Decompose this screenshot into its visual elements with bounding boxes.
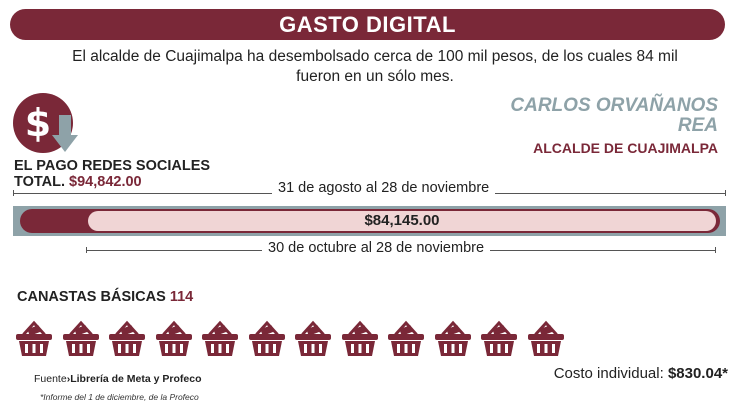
title-banner: GASTO DIGITAL — [10, 9, 725, 40]
source-note: *Informe del 1 de diciembre, de la Profe… — [40, 392, 199, 402]
basket-icon — [293, 318, 333, 358]
canastas-label-text: CANASTAS BÁSICAS — [17, 289, 166, 305]
basket-icon — [200, 318, 240, 358]
spend-bar-value: $84,145.00 — [364, 212, 440, 229]
payment-total: TOTAL. $94,842.00 — [14, 174, 142, 190]
spend-bar: $84,145.00 — [13, 206, 726, 236]
full-period-tick-right — [725, 190, 726, 196]
payment-label: EL PAGO REDES SOCIALES — [14, 158, 211, 174]
basket-icon — [247, 318, 287, 358]
cost-value: $830.04* — [667, 365, 728, 382]
source-line: Fuente›Librería de Meta y Profeco — [34, 373, 202, 385]
basket-row — [14, 318, 574, 358]
basket-icon — [340, 318, 380, 358]
month-period-tick-left — [86, 247, 87, 253]
person-role: ALCALDE DE CUAJIMALPA — [533, 140, 718, 156]
month-period-label: 30 de octubre al 28 de noviembre — [262, 240, 491, 256]
payment-total-label: TOTAL. — [14, 174, 66, 190]
cost-label: Costo individual: — [553, 365, 664, 382]
canastas-label: CANASTAS BÁSICAS 114 — [17, 289, 193, 305]
full-period-label: 31 de agosto al 28 de noviembre — [272, 180, 496, 196]
canastas-count: 114 — [169, 289, 194, 305]
spend-bar-month — [88, 211, 716, 231]
basket-icon — [526, 318, 566, 358]
full-period-tick-left — [13, 190, 14, 196]
intro-text: El alcalde de Cuajimalpa ha desembolsado… — [72, 48, 678, 85]
basket-icon — [61, 318, 101, 358]
down-arrow-icon — [52, 115, 78, 152]
basket-icon — [479, 318, 519, 358]
basket-icon — [154, 318, 194, 358]
payment-total-value: $94,842.00 — [69, 174, 142, 190]
individual-cost: Costo individual: $830.04* — [554, 365, 728, 382]
page-title: GASTO DIGITAL — [279, 12, 456, 37]
basket-icon — [14, 318, 54, 358]
month-period-tick-right — [715, 247, 716, 253]
basket-icon — [107, 318, 147, 358]
source-prefix: Fuente — [34, 373, 67, 385]
basket-icon — [386, 318, 426, 358]
person-name: CARLOS ORVAÑANOS REA — [510, 95, 718, 136]
basket-icon — [433, 318, 473, 358]
source-text: Librería de Meta y Profeco — [70, 373, 202, 385]
